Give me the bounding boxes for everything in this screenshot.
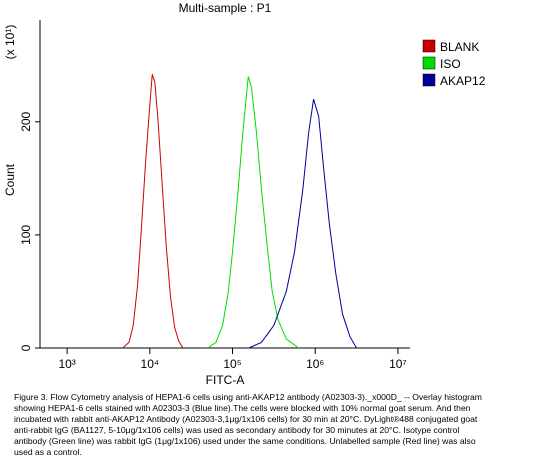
- caption-line: used as a control.: [14, 447, 82, 457]
- x-tick-label: 10⁶: [306, 357, 324, 371]
- chart-title: Multi-sample : P1: [179, 1, 272, 15]
- caption-line: showing HEPA1-6 cells stained with A0230…: [14, 403, 471, 413]
- series-line: [122, 74, 184, 349]
- caption-line: incubated with rabbit anti-AKAP12 Antibo…: [14, 414, 478, 424]
- y-tick-label: 200: [19, 111, 33, 131]
- caption-line: Figure 3. Flow Cytometry analysis of HEP…: [14, 392, 482, 402]
- chart: Multi-sample : P1 FITC-A Count (x 10¹) 0…: [3, 1, 486, 387]
- caption: Figure 3. Flow Cytometry analysis of HEP…: [14, 392, 544, 458]
- series-line: [207, 76, 299, 349]
- legend-label: AKAP12: [440, 74, 486, 88]
- caption-line: anti-rabbit IgG (BA1127, 5-10μg/1x106 ce…: [14, 425, 460, 435]
- x-tick-label: 10⁵: [223, 357, 241, 371]
- x-tick-label: 10⁷: [389, 357, 407, 371]
- y-axis-label: Count: [3, 163, 17, 196]
- x-tick-label: 10³: [58, 357, 75, 371]
- legend-label: BLANK: [440, 40, 479, 54]
- legend-swatch: [422, 39, 436, 53]
- legend-label: ISO: [440, 57, 461, 71]
- caption-line: antibody (Green line) was rabbit IgG (1μ…: [14, 436, 476, 446]
- x-tick-label: 10⁴: [141, 357, 160, 371]
- y-tick-label: 100: [19, 225, 33, 245]
- x-axis-label: FITC-A: [206, 373, 245, 387]
- legend-swatch: [422, 73, 436, 87]
- y-tick-label: 0: [19, 344, 33, 351]
- series-line: [248, 99, 357, 349]
- y-multiplier: (x 10¹): [3, 25, 17, 60]
- legend-swatch: [422, 56, 436, 70]
